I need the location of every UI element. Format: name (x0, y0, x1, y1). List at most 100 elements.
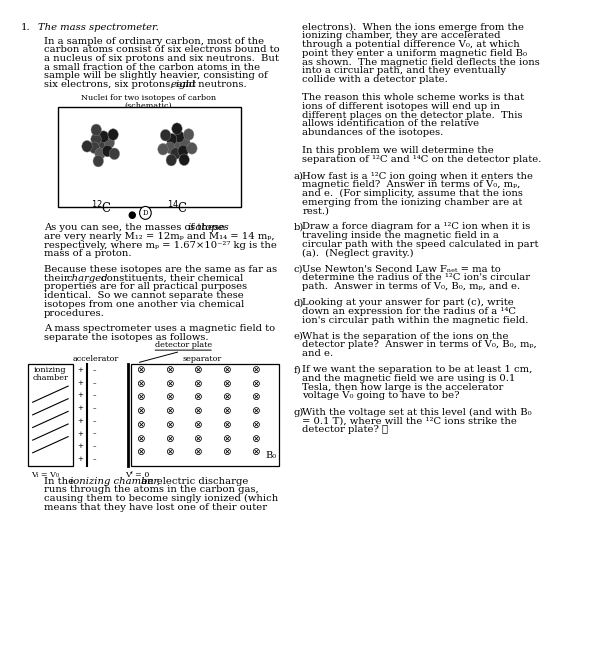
Text: ⊗: ⊗ (193, 379, 202, 389)
Text: +: + (77, 443, 83, 449)
Text: –: – (93, 431, 96, 437)
Text: c): c) (294, 265, 303, 274)
Text: ⊗: ⊗ (165, 379, 173, 389)
Text: ⊗: ⊗ (136, 447, 145, 457)
Circle shape (165, 142, 175, 153)
Text: traveling inside the magnetic field in a: traveling inside the magnetic field in a (302, 231, 499, 240)
Circle shape (97, 139, 107, 151)
Text: ⊗: ⊗ (193, 392, 202, 403)
Text: ⊗: ⊗ (193, 406, 202, 416)
Text: ⊗: ⊗ (193, 365, 202, 375)
Text: six electrons, six protons, and: six electrons, six protons, and (44, 80, 198, 89)
Text: separation of ¹²C and ¹⁴C on the detector plate.: separation of ¹²C and ¹⁴C on the detecto… (302, 155, 541, 164)
Text: 1.: 1. (20, 23, 30, 32)
Circle shape (103, 145, 113, 157)
Text: constituents, their chemical: constituents, their chemical (98, 274, 243, 283)
Text: With the voltage set at this level (and with B₀: With the voltage set at this level (and … (302, 407, 532, 417)
Text: magnetic field?  Answer in terms of V₀, mₚ,: magnetic field? Answer in terms of V₀, m… (302, 180, 521, 190)
Text: properties are for all practical purposes: properties are for all practical purpose… (44, 282, 247, 291)
Text: collide with a detector plate.: collide with a detector plate. (302, 75, 448, 84)
Text: point they enter a uniform magnetic field B₀: point they enter a uniform magnetic fiel… (302, 49, 527, 58)
Text: = 0.1 T), where will the ¹²C ions strike the: = 0.1 T), where will the ¹²C ions strike… (302, 416, 517, 425)
Circle shape (109, 148, 120, 160)
Text: ⊗: ⊗ (165, 365, 173, 375)
Circle shape (170, 148, 181, 159)
Circle shape (82, 141, 93, 152)
Text: ⊗: ⊗ (136, 392, 145, 403)
Text: +: + (77, 418, 83, 424)
FancyBboxPatch shape (58, 107, 241, 207)
Text: +: + (77, 367, 83, 373)
Text: $^{14}$C: $^{14}$C (167, 199, 188, 216)
Text: What is the separation of the ions on the: What is the separation of the ions on th… (302, 332, 509, 341)
Text: How fast is a ¹²C ion going when it enters the: How fast is a ¹²C ion going when it ente… (302, 172, 533, 180)
Circle shape (108, 129, 119, 140)
Text: +: + (77, 380, 83, 386)
Text: ⊗: ⊗ (193, 434, 202, 443)
Text: ⊗: ⊗ (222, 434, 231, 443)
Text: ⊗: ⊗ (136, 434, 145, 443)
Text: In a sample of ordinary carbon, most of the: In a sample of ordinary carbon, most of … (44, 37, 264, 45)
Text: different places on the detector plate.  This: different places on the detector plate. … (302, 111, 523, 120)
Circle shape (172, 139, 183, 151)
Text: path.  Answer in terms of V₀, B₀, mₚ, and e.: path. Answer in terms of V₀, B₀, mₚ, and… (302, 282, 521, 291)
Circle shape (93, 155, 104, 167)
Text: ⊗: ⊗ (165, 392, 173, 403)
Text: and e.: and e. (302, 349, 333, 358)
Text: D: D (143, 209, 148, 217)
Text: Tesla, then how large is the accelerator: Tesla, then how large is the accelerator (302, 383, 503, 392)
Text: ⊗: ⊗ (251, 392, 260, 403)
Text: ⊗: ⊗ (251, 434, 260, 443)
Text: ⊗: ⊗ (165, 434, 173, 443)
Text: ion's circular path within the magnetic field.: ion's circular path within the magnetic … (302, 316, 529, 324)
Text: +: + (77, 393, 83, 399)
Circle shape (89, 142, 100, 153)
Text: +: + (77, 456, 83, 462)
Text: their: their (44, 274, 71, 283)
Text: b): b) (294, 222, 304, 232)
Text: The mass spectrometer.: The mass spectrometer. (38, 23, 159, 32)
Circle shape (178, 145, 189, 157)
Text: ionizing chamber,: ionizing chamber, (71, 476, 161, 486)
Text: allows identification of the relative: allows identification of the relative (302, 119, 479, 128)
Text: charged: charged (67, 274, 109, 283)
Text: ⊗: ⊗ (165, 447, 173, 457)
Circle shape (167, 134, 177, 145)
Text: separate the isotopes as follows.: separate the isotopes as follows. (44, 333, 208, 342)
Text: Vᵢ = V₀: Vᵢ = V₀ (31, 470, 59, 479)
Text: –: – (93, 380, 96, 386)
Circle shape (104, 137, 114, 148)
Text: a small fraction of the carbon atoms in the: a small fraction of the carbon atoms in … (44, 63, 260, 72)
Text: ⊗: ⊗ (193, 447, 202, 457)
Text: ⊗: ⊗ (222, 447, 231, 457)
Circle shape (172, 123, 182, 134)
Text: $^{12}$C: $^{12}$C (91, 199, 113, 216)
Text: Vᶠ = 0: Vᶠ = 0 (125, 470, 149, 479)
Text: –: – (93, 393, 96, 399)
Circle shape (174, 131, 184, 142)
Text: ⊗: ⊗ (222, 420, 231, 430)
Text: ⊗: ⊗ (165, 406, 173, 416)
Text: ●: ● (127, 211, 136, 220)
Text: –: – (93, 418, 96, 424)
Text: Draw a force diagram for a ¹²C ion when it is: Draw a force diagram for a ¹²C ion when … (302, 222, 531, 232)
Text: e): e) (294, 332, 304, 341)
Text: d): d) (294, 298, 304, 307)
Text: a nucleus of six protons and six neutrons.  But: a nucleus of six protons and six neutron… (44, 54, 279, 63)
Text: In this problem we will determine the: In this problem we will determine the (302, 146, 494, 155)
Circle shape (179, 154, 189, 166)
Text: rest.): rest.) (302, 207, 329, 215)
Text: ⊗: ⊗ (222, 406, 231, 416)
Text: ⊗: ⊗ (165, 420, 173, 430)
Text: sample will be slightly heavier, consisting of: sample will be slightly heavier, consist… (44, 72, 267, 80)
Text: detector plate?  Answer in terms of V₀, B₀, mₚ,: detector plate? Answer in terms of V₀, B… (302, 340, 537, 349)
Text: into a circular path, and they eventually: into a circular path, and they eventuall… (302, 66, 506, 75)
Text: accelerator: accelerator (73, 355, 119, 363)
Text: The reason this whole scheme works is that: The reason this whole scheme works is th… (302, 93, 524, 102)
Text: ionizing: ionizing (34, 367, 66, 374)
Text: causing them to become singly ionized (which: causing them to become singly ionized (w… (44, 494, 278, 503)
Text: an electric discharge: an electric discharge (138, 476, 249, 486)
Circle shape (158, 143, 168, 155)
Text: electrons).  When the ions emerge from the: electrons). When the ions emerge from th… (302, 23, 524, 32)
Text: mass of a proton.: mass of a proton. (44, 249, 131, 259)
